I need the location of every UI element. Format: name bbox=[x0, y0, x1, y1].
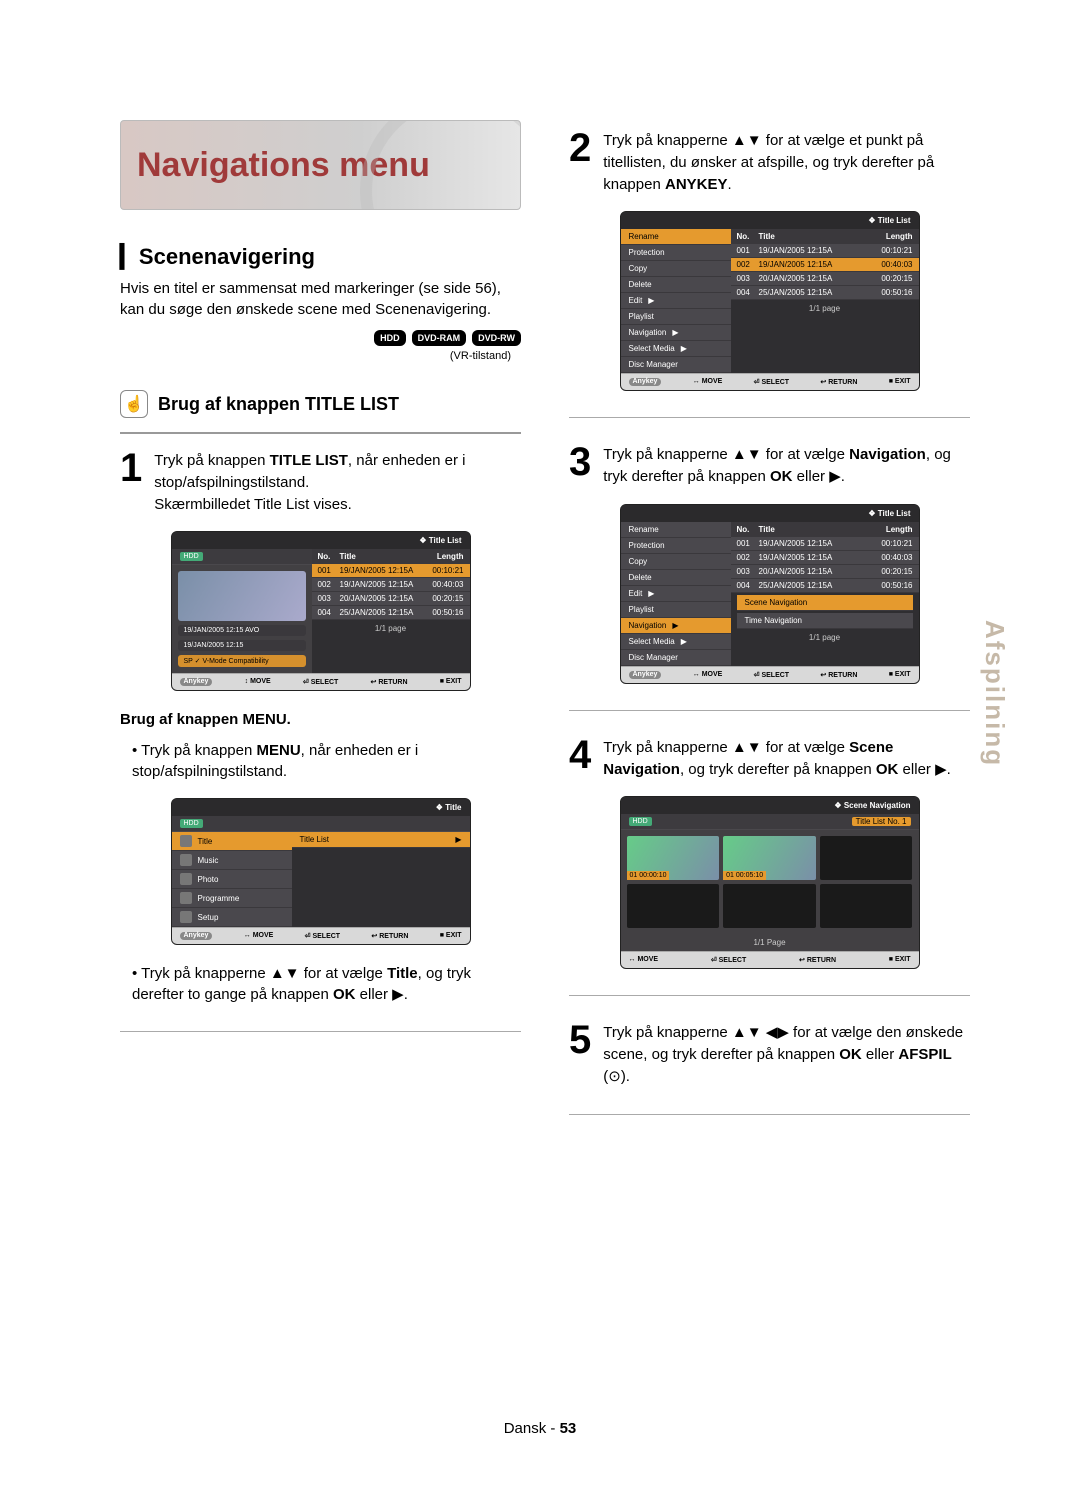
hand-icon: ☝ bbox=[120, 390, 148, 418]
page-footer: Dansk - 53 bbox=[0, 1420, 1080, 1437]
side-tab-afspilning: Afspilning bbox=[979, 620, 1010, 767]
section-body: Hvis en titel er sammensat med markering… bbox=[120, 278, 521, 320]
context-menu-screenshot: Title List Rename Protection Copy Delete… bbox=[620, 211, 920, 391]
step-4-text: Tryk på knapperne ▲▼ for at vælge Scene … bbox=[603, 737, 970, 781]
section-heading: Scenenavigering bbox=[120, 244, 521, 270]
title-menu-screenshot: Title HDD Title Music Photo Programme Se… bbox=[171, 798, 471, 945]
sub-heading: Brug af knappen TITLE LIST bbox=[158, 394, 399, 415]
dvdrw-icon: DVD-RW bbox=[472, 330, 521, 346]
menu-heading: Brug af knappen MENU. bbox=[120, 711, 291, 728]
preview-thumbnail bbox=[178, 571, 306, 621]
dvdram-icon: DVD-RAM bbox=[412, 330, 467, 346]
step-3-text: Tryk på knapperne ▲▼ for at vælge Naviga… bbox=[603, 444, 970, 488]
step-5-text: Tryk på knapperne ▲▼ ◀▶ for at vælge den… bbox=[603, 1022, 970, 1087]
scene-navigation-screenshot: Scene Navigation HDDTitle List No. 1 01 … bbox=[620, 796, 920, 969]
step-number-5: 5 bbox=[569, 1022, 591, 1087]
step-number-2: 2 bbox=[569, 130, 591, 195]
hdd-icon: HDD bbox=[374, 330, 406, 346]
step-number-1: 1 bbox=[120, 450, 142, 515]
shot-header: Title List bbox=[172, 532, 470, 549]
nav-banner: Navigations menu bbox=[120, 120, 521, 210]
media-icons: HDD DVD-RAM DVD-RW bbox=[120, 330, 521, 346]
vr-note: (VR-tilstand) bbox=[120, 350, 511, 362]
navigation-menu-screenshot: Title List Rename Protection Copy Delete… bbox=[620, 504, 920, 684]
title-list-screenshot: Title List HDD 19/JAN/2005 12:15 AVO 19/… bbox=[171, 531, 471, 691]
step-number-3: 3 bbox=[569, 444, 591, 488]
step-1-text: Tryk på knappen TITLE LIST, når enheden … bbox=[154, 450, 521, 515]
step-2-text: Tryk på knapperne ▲▼ for at vælge et pun… bbox=[603, 130, 970, 195]
step-number-4: 4 bbox=[569, 737, 591, 781]
